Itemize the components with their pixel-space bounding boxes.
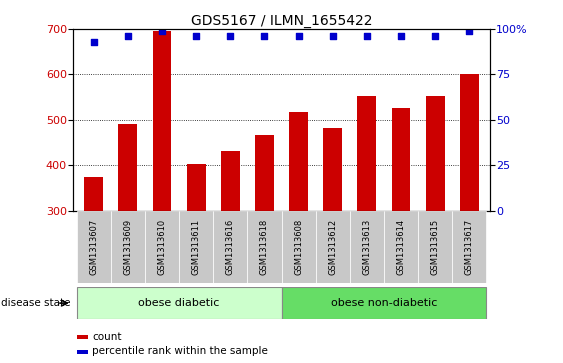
Bar [84,176,103,211]
Point [396,33,405,39]
Bar [213,211,247,283]
Bar [316,211,350,283]
Point [158,28,167,34]
Bar [289,112,308,211]
Bar [77,350,88,354]
Bar [426,96,445,211]
Bar [77,335,88,339]
Text: percentile rank within the sample: percentile rank within the sample [92,346,268,356]
Text: GSM1313609: GSM1313609 [123,219,132,275]
Bar [111,211,145,283]
Text: GSM1313613: GSM1313613 [363,219,372,275]
Text: GSM1313612: GSM1313612 [328,219,337,275]
Point [294,33,303,39]
Text: GSM1313611: GSM1313611 [191,219,200,275]
Text: GSM1313616: GSM1313616 [226,219,235,275]
Bar [247,211,282,283]
Bar [221,151,240,211]
Text: obese diabetic: obese diabetic [138,298,220,308]
Title: GDS5167 / ILMN_1655422: GDS5167 / ILMN_1655422 [191,14,372,28]
Bar [350,211,384,283]
Text: GSM1313615: GSM1313615 [431,219,440,275]
Bar [282,211,316,283]
Bar [418,211,452,283]
Bar [118,124,137,211]
Bar [153,31,171,211]
Point [260,33,269,39]
Bar [384,211,418,283]
Text: disease state: disease state [1,298,70,308]
Point [123,33,132,39]
Point [363,33,372,39]
Bar [255,135,274,211]
Text: GSM1313614: GSM1313614 [396,219,405,275]
Bar [179,211,213,283]
Bar [452,211,486,283]
Bar [77,287,282,319]
Text: GSM1313610: GSM1313610 [158,219,167,275]
Text: obese non-diabetic: obese non-diabetic [330,298,437,308]
Point [191,33,200,39]
Text: GSM1313618: GSM1313618 [260,219,269,275]
Bar [392,107,410,211]
Bar [187,164,205,211]
Bar [282,287,486,319]
Bar [358,96,376,211]
Text: count: count [92,331,122,342]
Point [89,39,98,45]
Bar [77,211,111,283]
Bar [323,128,342,211]
Bar [145,211,179,283]
Point [465,28,474,34]
Text: GSM1313607: GSM1313607 [89,219,98,275]
Text: GSM1313608: GSM1313608 [294,219,303,275]
Point [431,33,440,39]
Text: GSM1313617: GSM1313617 [465,219,474,275]
Point [226,33,235,39]
Bar [460,74,479,211]
Point [328,33,337,39]
